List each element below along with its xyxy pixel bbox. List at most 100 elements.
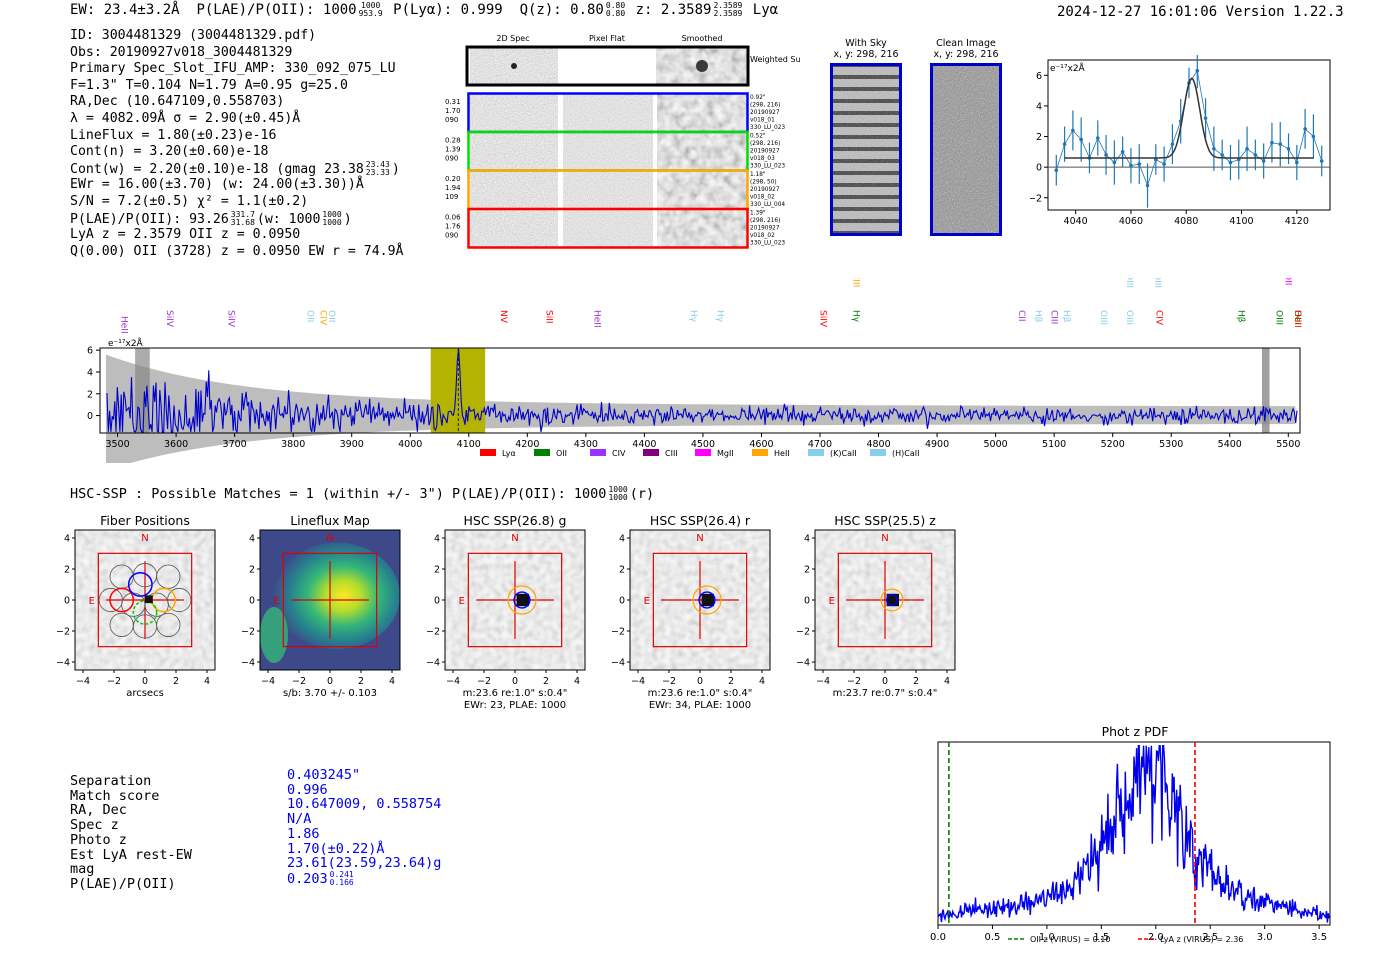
fiber-row-right-label: 330_LU_023 (750, 241, 785, 247)
spectral-line-label: OIII (1292, 310, 1302, 325)
fiber-row-left-label: 109 (445, 193, 458, 201)
fiber-row-right-label: v018_03 (750, 156, 775, 162)
fiber-row-right-label: 20190927 (750, 110, 780, 116)
spectral-line-label: OIII (1098, 310, 1108, 325)
detection-info: ID: 3004481329 (3004481329.pdf) Obs: 201… (70, 28, 403, 260)
legend-oii-label: OII z (VIRUS) = 0.10 (1030, 935, 1110, 944)
east-marker: E (89, 596, 95, 607)
source-ellipse (507, 585, 537, 615)
match-value: 1.70(±0.22)Å (287, 840, 385, 857)
fiber-row-right-label: (298, 50) (750, 180, 777, 186)
fiber-row-pixelflat (563, 132, 653, 170)
full-xtick-label: 5000 (984, 439, 1008, 450)
with-sky-title: With Sky x, y: 298, 216 (830, 38, 902, 60)
stamp-ytick-label: 0 (249, 596, 255, 607)
info-lambda: λ = 4082.09Å σ = 2.90(±0.45)Å (70, 110, 301, 126)
source-aperture (698, 591, 716, 609)
fiber-red (109, 587, 135, 613)
fiber-row-right-label: 20190927 (750, 226, 780, 232)
legend-swatch (808, 449, 824, 456)
spectral-line-label: Hγ (688, 310, 698, 323)
full-frame (99, 347, 1301, 434)
photz-pdf-line (937, 745, 1330, 923)
fiber-row-2dspec (470, 132, 558, 170)
header-z-range: 2.3589 2.3589 (713, 1, 743, 18)
info-id: ID: 3004481329 (3004481329.pdf) (70, 28, 317, 43)
fiber-row-right-label: 20190927 (750, 149, 780, 155)
legend-label: (H)CaII (892, 449, 919, 458)
zoom-gaussian-fit (1064, 77, 1314, 159)
stamp-xtick-label: 0 (142, 676, 148, 687)
header-plae-value: 1000 (322, 2, 357, 18)
fiber-row-frame (467, 207, 749, 249)
east-marker: E (644, 596, 650, 607)
fiber-row-left-label: 090 (445, 116, 458, 124)
stamp-aperture-box (652, 552, 748, 648)
info-plae: P(LAE)/P(OII): 93.26 331.7 31.68 (w: 1000 10… (70, 209, 352, 227)
stamp-xtick-label: 4 (944, 676, 950, 687)
spectral-line-label: Hγ (714, 310, 724, 323)
full-xtick-label: 4600 (749, 439, 773, 450)
legend-swatch (870, 449, 886, 456)
info-params: F=1.3" T=0.104 N=1.79 A=0.95 g=25.0 (70, 77, 348, 93)
fiber-row-smoothed (657, 209, 748, 247)
photz-chart: Phot z PDF 0.0 0.5 1.0 1.5 2.0 2.5 3.0 3.5 OII z… (930, 724, 1331, 944)
fiber-row-left-label: 0.31 (445, 98, 461, 106)
legend-label: CIII (665, 449, 678, 458)
weighted-sum-label: Weighted Sum (750, 55, 800, 64)
header-qz: Q(z): 0.80 (519, 2, 604, 18)
stamp-ytick-label: −4 (241, 658, 255, 669)
stamp-ytick-label: −2 (241, 627, 255, 638)
stamp-ytick-label: −4 (611, 658, 625, 669)
stamp-xtick-label: 2 (728, 676, 734, 687)
stamp-xtick-label: −4 (261, 676, 275, 687)
col-label-smoothed: Smoothed (682, 34, 723, 43)
match-value: 10.647009, 0.558754 (287, 796, 442, 813)
stamp-frame (814, 529, 956, 671)
stamp-xtick-label: 2 (358, 676, 364, 687)
legend-swatch (590, 449, 606, 456)
stamp-xtick-label: −4 (76, 676, 90, 687)
header-summary: EW: 23.4±3.2Å P(LAE)/P(OII): 1000 1000 953… (70, 1, 778, 19)
photz-xtick-label: 1.0 (1039, 932, 1055, 943)
stamp-frame (259, 529, 401, 671)
stamp-title: Fiber Positions (100, 513, 190, 528)
stamp-ytick-label: −4 (426, 658, 440, 669)
stamp-xtick-label: 4 (204, 676, 210, 687)
spectral-line-label: HeII (592, 310, 602, 328)
spectral-line-label: OIII (1274, 310, 1284, 325)
info-contw: Cont(w) = 2.20(±0.10)e-18 (gmag 23.38 23.… (70, 159, 400, 177)
match-value: 1.86 (287, 825, 320, 842)
fiber-blue (127, 572, 153, 597)
full-ytick-label: 4 (87, 367, 93, 378)
stamp-aperture-box (467, 552, 563, 648)
stamp-xtick-label: 0 (512, 676, 518, 687)
legend-label: MgII (717, 449, 734, 458)
stamp-xtick-label: 0 (327, 676, 333, 687)
match-label: Separation (70, 773, 152, 789)
info-quality: Q(0.00) OII (3728) z = 0.0950 EW r = 74.… (70, 243, 404, 259)
fiber-row-right-label: 1.18" (750, 172, 766, 178)
zoom-ytick-label: 0 (1036, 163, 1042, 174)
fiber-row-2dspec (470, 94, 558, 132)
stamp-xtick-label: −2 (107, 676, 121, 687)
full-xtick-label: 3500 (105, 439, 129, 450)
full-xtick-label: 4400 (632, 439, 656, 450)
clean-image-title: Clean Image x, y: 298, 216 (930, 38, 1002, 60)
stamp-ytick-label: 2 (619, 565, 625, 576)
stamp-caption: m:23.6 re:1.0" s:0.4" (648, 688, 753, 699)
stamp-xtick-label: −2 (292, 676, 306, 687)
zoom-ytick-label: 2 (1036, 132, 1042, 143)
stamp-aperture-box (837, 552, 933, 648)
zoom-spectrum-chart: e⁻¹⁷x2Å 4040 4060 4080 4100 4120 6 4 2 0 −2 (1030, 55, 1331, 227)
spectral-line-label: SiIV (818, 310, 828, 328)
zoom-data-point (1319, 159, 1324, 163)
match-value: 23.61(23.59,23.64)g (287, 855, 442, 872)
spectral-line-label: HeII (1292, 310, 1302, 328)
fiber-green (132, 600, 158, 625)
header-qz-range: 0.80 0.80 (605, 1, 626, 18)
fiber-row-smoothed (657, 132, 748, 170)
fiber-row-right-label: 20190927 (750, 187, 780, 193)
east-marker: E (829, 596, 835, 607)
legend-lya-label: LyA z (VIRUS) = 2.36 (1160, 935, 1243, 944)
